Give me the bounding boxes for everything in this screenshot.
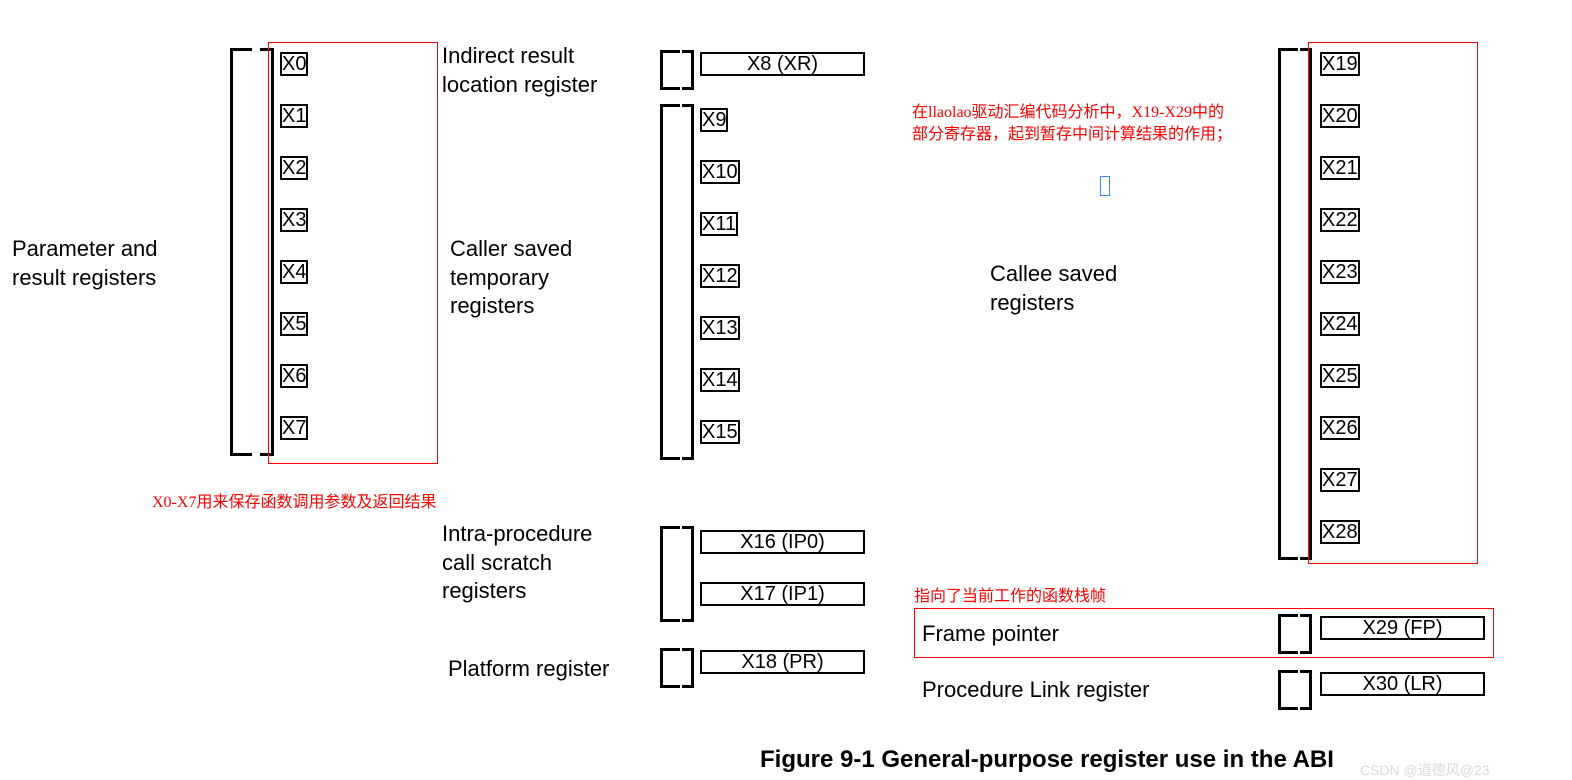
reg-x13: X13: [700, 316, 740, 340]
reg-x6: X6: [280, 364, 308, 388]
reg-x17: X17 (IP1): [700, 582, 865, 606]
reg-x16: X16 (IP0): [700, 530, 865, 554]
bracket-callee-right: [1300, 48, 1312, 560]
reg-x0: X0: [280, 52, 308, 76]
label-param: Parameter and result registers: [12, 235, 158, 292]
label-platform: Platform register: [448, 655, 609, 684]
reg-x22: X22: [1320, 208, 1360, 232]
reg-x8: X8 (XR): [700, 52, 865, 76]
label-lr: Procedure Link register: [922, 676, 1149, 705]
bracket-param-left: [230, 48, 252, 456]
bracket-indirect-left: [660, 50, 680, 90]
reg-x4: X4: [280, 260, 308, 284]
bracket-lr-right: [1300, 670, 1312, 710]
reg-x3: X3: [280, 208, 308, 232]
label-caller: Caller saved temporary registers: [450, 235, 572, 321]
reg-x19: X19: [1320, 52, 1360, 76]
annot-x0-x7: X0-X7用来保存函数调用参数及返回结果: [152, 492, 436, 514]
bracket-callee-left: [1278, 48, 1298, 560]
reg-x11: X11: [700, 212, 738, 236]
annot-fp: 指向了当前工作的函数栈帧: [914, 586, 1106, 608]
watermark: CSDN @道德风@23: [1360, 760, 1490, 780]
reg-x29: X29 (FP): [1320, 616, 1485, 640]
reg-x28: X28: [1320, 520, 1360, 544]
figure-caption: Figure 9-1 General-purpose register use …: [760, 746, 1334, 774]
reg-x23: X23: [1320, 260, 1360, 284]
bracket-fp-right: [1300, 614, 1312, 654]
bracket-ip-right: [682, 526, 694, 622]
reg-x1: X1: [280, 104, 308, 128]
reg-x10: X10: [700, 160, 740, 184]
bracket-platform-right: [682, 648, 694, 688]
reg-x30: X30 (LR): [1320, 672, 1485, 696]
reg-x9: X9: [700, 108, 728, 132]
reg-x20: X20: [1320, 104, 1360, 128]
diagram-canvas: X0 X1 X2 X3 X4 X5 X6 X7 X8 (XR) X9 X10 X…: [0, 0, 1572, 780]
label-fp: Frame pointer: [922, 620, 1059, 649]
reg-x26: X26: [1320, 416, 1360, 440]
label-indirect: Indirect result location register: [442, 42, 597, 99]
reg-x15: X15: [700, 420, 740, 444]
annot-x19-x29: 在llaolao驱动汇编代码分析中，X19-X29中的 部分寄存器，起到暂存中间…: [912, 102, 1232, 147]
label-callee: Callee saved registers: [990, 260, 1117, 317]
bracket-indirect-right: [682, 50, 694, 90]
reg-x7: X7: [280, 416, 308, 440]
reg-x14: X14: [700, 368, 740, 392]
bracket-fp-left: [1278, 614, 1298, 654]
reg-x24: X24: [1320, 312, 1360, 336]
label-ip: Intra-procedure call scratch registers: [442, 520, 592, 606]
bracket-caller-left: [660, 104, 680, 460]
text-cursor-icon: [1100, 176, 1110, 196]
reg-x2: X2: [280, 156, 308, 180]
bracket-ip-left: [660, 526, 680, 622]
reg-x27: X27: [1320, 468, 1360, 492]
reg-x25: X25: [1320, 364, 1360, 388]
bracket-param-right: [260, 48, 274, 456]
bracket-lr-left: [1278, 670, 1298, 710]
bracket-platform-left: [660, 648, 680, 688]
reg-x21: X21: [1320, 156, 1360, 180]
reg-x18: X18 (PR): [700, 650, 865, 674]
reg-x5: X5: [280, 312, 308, 336]
bracket-caller-right: [682, 104, 694, 460]
reg-x12: X12: [700, 264, 740, 288]
